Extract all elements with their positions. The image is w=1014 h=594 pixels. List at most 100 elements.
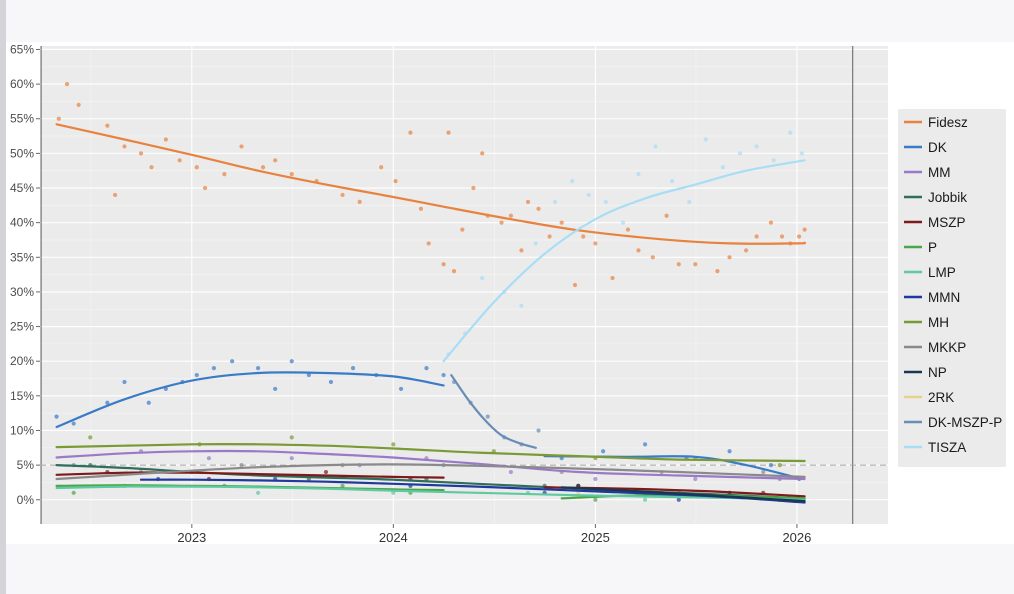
period-boundary-lines	[40, 46, 854, 524]
point-DK	[768, 463, 774, 468]
point-TISZA	[799, 151, 804, 156]
point-DK	[601, 449, 606, 454]
point-DK	[398, 386, 404, 392]
point-Fidesz	[426, 241, 431, 246]
point-Fidesz	[559, 220, 564, 225]
point-Fidesz	[357, 199, 362, 204]
point-Fidesz	[754, 234, 759, 239]
y-tick-label: 40%	[10, 216, 34, 230]
point-DK	[105, 400, 110, 405]
point-MM	[289, 456, 294, 461]
point-TISZA	[533, 241, 538, 246]
x-axis-ticks: 2023 2024 2025 2026	[177, 524, 811, 544]
legend-label-DK-MSZP-P: DK-MSZP-P	[928, 415, 1002, 430]
legend-label-TISZA: TISZA	[928, 440, 966, 455]
point-TISZA	[570, 178, 575, 184]
point-MH	[88, 435, 93, 440]
point-Fidesz	[379, 165, 384, 170]
point-DK	[54, 414, 59, 419]
point-Fidesz	[239, 144, 244, 149]
point-Fidesz	[664, 213, 669, 218]
trend-line-LMP	[55, 485, 806, 501]
point-Fidesz	[744, 248, 749, 253]
legend-label-MM: MM	[928, 165, 951, 180]
point-MM	[508, 469, 514, 475]
point-DK	[211, 366, 217, 371]
point-TISZA	[636, 172, 641, 177]
point-DK	[424, 366, 429, 371]
legend-label-2RK: 2RK	[928, 390, 954, 405]
point-Fidesz	[105, 123, 110, 128]
point-MMN	[676, 497, 681, 502]
point-Fidesz	[194, 165, 199, 170]
point-Fidesz	[536, 206, 541, 211]
point-Fidesz	[525, 199, 531, 204]
point-DK	[306, 372, 311, 378]
point-MSZP	[323, 469, 329, 475]
point-Fidesz	[56, 116, 61, 121]
point-TISZA	[653, 144, 658, 149]
x-tick-label: 2026	[782, 530, 811, 544]
point-Fidesz	[508, 213, 514, 218]
point-TISZA	[737, 151, 743, 156]
x-tick-label: 2023	[177, 530, 206, 544]
point-DK-MSZP-P	[485, 414, 490, 419]
point-DK-MSZP-P	[536, 428, 541, 433]
point-Fidesz	[802, 227, 807, 232]
point-TISZA	[771, 158, 776, 163]
point-Fidesz	[499, 220, 504, 225]
point-DK	[146, 400, 151, 405]
point-TISZA	[480, 275, 485, 281]
point-Fidesz	[797, 234, 802, 239]
legend-box	[898, 109, 1006, 467]
point-DK	[255, 366, 261, 371]
point-P	[593, 497, 598, 502]
point-Fidesz	[122, 144, 127, 149]
y-tick-label: 55%	[10, 112, 34, 126]
point-TISZA	[754, 144, 759, 149]
point-DK	[122, 379, 127, 385]
point-Fidesz	[112, 192, 118, 198]
y-tick-label: 5%	[17, 458, 35, 472]
point-Fidesz	[676, 262, 681, 267]
point-MM	[206, 456, 212, 461]
point-Fidesz	[779, 234, 785, 239]
point-Fidesz	[163, 137, 168, 142]
point-Fidesz	[715, 269, 720, 274]
point-Fidesz	[480, 151, 485, 156]
trend-line-MKKP	[55, 463, 806, 481]
y-tick-label: 30%	[10, 285, 34, 299]
point-TISZA	[720, 165, 726, 170]
point-LMP	[255, 490, 261, 495]
y-tick-label: 35%	[10, 250, 34, 264]
y-tick-label: 20%	[10, 354, 34, 368]
point-DK	[441, 372, 446, 378]
point-Fidesz	[581, 234, 586, 239]
trend-lines	[55, 123, 807, 504]
legend-label-MKKP: MKKP	[928, 340, 966, 355]
y-tick-label: 50%	[10, 146, 34, 160]
legend-label-MH: MH	[928, 315, 949, 330]
point-DK	[350, 366, 356, 371]
point-Fidesz	[593, 241, 598, 246]
legend-label-MSZP: MSZP	[928, 215, 966, 230]
point-MM	[693, 476, 698, 482]
point-TISZA	[603, 199, 608, 204]
y-axis-ticks: 0% 5% 10% 15% 20% 25% 30% 35% 40% 45% 50% 55% 60% 65%	[10, 42, 40, 507]
y-tick-label: 60%	[10, 77, 34, 91]
point-P	[340, 483, 345, 488]
legend: Fidesz DK MM Jobbik MSZP P LMP MMN MH MKKP NP 2RK DK…	[904, 115, 1002, 455]
point-TISZA	[687, 199, 692, 204]
point-TISZA	[620, 220, 626, 225]
point-DK	[194, 372, 199, 378]
chart-figure: 0% 5% 10% 15% 20% 25% 30% 35% 40% 45% 50% 55% 60% 65%…	[6, 42, 1014, 544]
legend-label-P: P	[928, 240, 937, 255]
point-Fidesz	[76, 102, 81, 107]
point-Fidesz	[64, 82, 70, 87]
point-Fidesz	[727, 255, 732, 260]
point-Fidesz	[693, 262, 698, 267]
point-Fidesz	[519, 248, 524, 253]
point-MH	[391, 442, 396, 447]
point-MKKP	[761, 469, 766, 475]
point-Fidesz	[222, 172, 227, 177]
